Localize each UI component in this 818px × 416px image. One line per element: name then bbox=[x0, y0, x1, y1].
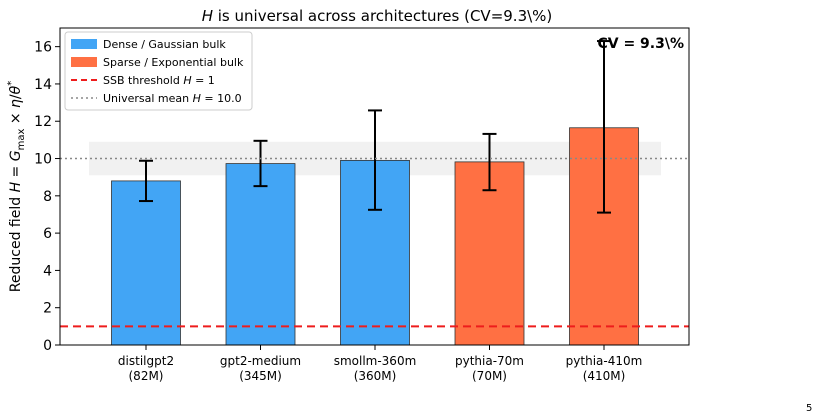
legend-entry-dense: Dense / Gaussian bulk bbox=[71, 38, 226, 51]
legend-entry-mean: Universal mean H = 10.0 bbox=[71, 92, 242, 105]
legend-label-part: H bbox=[193, 92, 201, 105]
legend-label-part: SSB threshold bbox=[103, 74, 183, 87]
errorbar-pythia-410m bbox=[597, 40, 611, 214]
x-tick-label-name: distilgpt2 bbox=[118, 354, 174, 368]
x-tick-label-name: smollm-360m bbox=[334, 354, 417, 368]
chart-title-part-0: H bbox=[202, 7, 213, 25]
legend-swatch bbox=[71, 57, 97, 67]
y-axis-label-part-3: G bbox=[8, 150, 24, 161]
bar-pythia-70m bbox=[454, 161, 525, 346]
chart-title: H is universal across architectures (CV=… bbox=[202, 7, 553, 25]
y-tick-label: 0 bbox=[43, 338, 52, 354]
legend-label: Sparse / Exponential bulk bbox=[103, 56, 244, 69]
x-axis: distilgpt2(82M) gpt2-medium(345M) smollm-3… bbox=[118, 345, 642, 383]
y-tick-label: 14 bbox=[34, 77, 52, 93]
y-tick-label: 10 bbox=[34, 152, 52, 168]
bar-gpt2-medium bbox=[225, 163, 296, 346]
error-bars bbox=[139, 40, 611, 214]
y-tick-label: 2 bbox=[43, 301, 52, 317]
legend-label-part: H bbox=[183, 74, 191, 87]
y-axis-label-part-0: Reduced field bbox=[8, 192, 24, 292]
errorbar-gpt2-medium bbox=[253, 139, 268, 188]
y-axis-label-part-5: × bbox=[8, 108, 24, 129]
errorbar-distilgpt2 bbox=[139, 159, 153, 203]
y-axis-label: Reduced field H = Gmax × η/θ* bbox=[6, 81, 27, 292]
x-tick-label-size: (82M) bbox=[129, 369, 164, 383]
y-tick-label: 6 bbox=[43, 226, 52, 242]
chart-title-part-1: is universal across architectures (CV=9.… bbox=[213, 7, 552, 25]
y-tick-label: 16 bbox=[34, 40, 52, 56]
y-tick-label: 4 bbox=[43, 263, 52, 279]
legend-label: Dense / Gaussian bulk bbox=[103, 38, 226, 51]
y-tick-label: 12 bbox=[34, 114, 52, 130]
x-tick-label-name: gpt2-medium bbox=[220, 354, 301, 368]
y-axis-label-part-1: H bbox=[8, 181, 24, 192]
legend: Dense / Gaussian bulk Sparse / Exponentia… bbox=[64, 31, 253, 111]
errorbar-smollm-360m bbox=[368, 109, 382, 211]
y-axis-label-part-6: η bbox=[8, 99, 24, 108]
legend-entry-threshold: SSB threshold H = 1 bbox=[71, 74, 215, 87]
legend-label: SSB threshold H = 1 bbox=[103, 74, 215, 87]
legend-box bbox=[64, 31, 253, 111]
cv-annotation: CV = 9.3\% bbox=[597, 36, 684, 52]
y-axis-label-part-7: / bbox=[8, 94, 24, 99]
legend-label-part: Universal mean bbox=[103, 92, 193, 105]
legend-label-part: = 10.0 bbox=[201, 92, 242, 105]
x-tick-label-size: (70M) bbox=[472, 369, 507, 383]
y-tick-label: 8 bbox=[43, 189, 52, 205]
legend-entry-sparse: Sparse / Exponential bulk bbox=[71, 56, 244, 69]
y-axis: 0 2 4 6 8 10 12 14 16 bbox=[34, 40, 60, 354]
legend-label-part: = 1 bbox=[192, 74, 215, 87]
legend-swatch bbox=[71, 39, 97, 49]
y-axis-label-part-4: max bbox=[16, 129, 27, 151]
bar-distilgpt2 bbox=[111, 180, 181, 346]
x-tick-label-name: pythia-70m bbox=[455, 354, 524, 368]
y-axis-label-part-9: * bbox=[6, 81, 17, 86]
x-tick-label-size: (410M) bbox=[583, 369, 626, 383]
x-tick-label-name: pythia-410m bbox=[566, 354, 643, 368]
y-axis-label-part-8: θ bbox=[8, 85, 24, 94]
corner-mark: 5 bbox=[806, 403, 812, 414]
legend-label: Universal mean H = 10.0 bbox=[103, 92, 242, 105]
x-tick-label-size: (360M) bbox=[354, 369, 397, 383]
x-tick-label-size: (345M) bbox=[239, 369, 282, 383]
errorbar-pythia-70m bbox=[482, 132, 497, 192]
y-axis-label-part-2: = bbox=[8, 161, 24, 182]
